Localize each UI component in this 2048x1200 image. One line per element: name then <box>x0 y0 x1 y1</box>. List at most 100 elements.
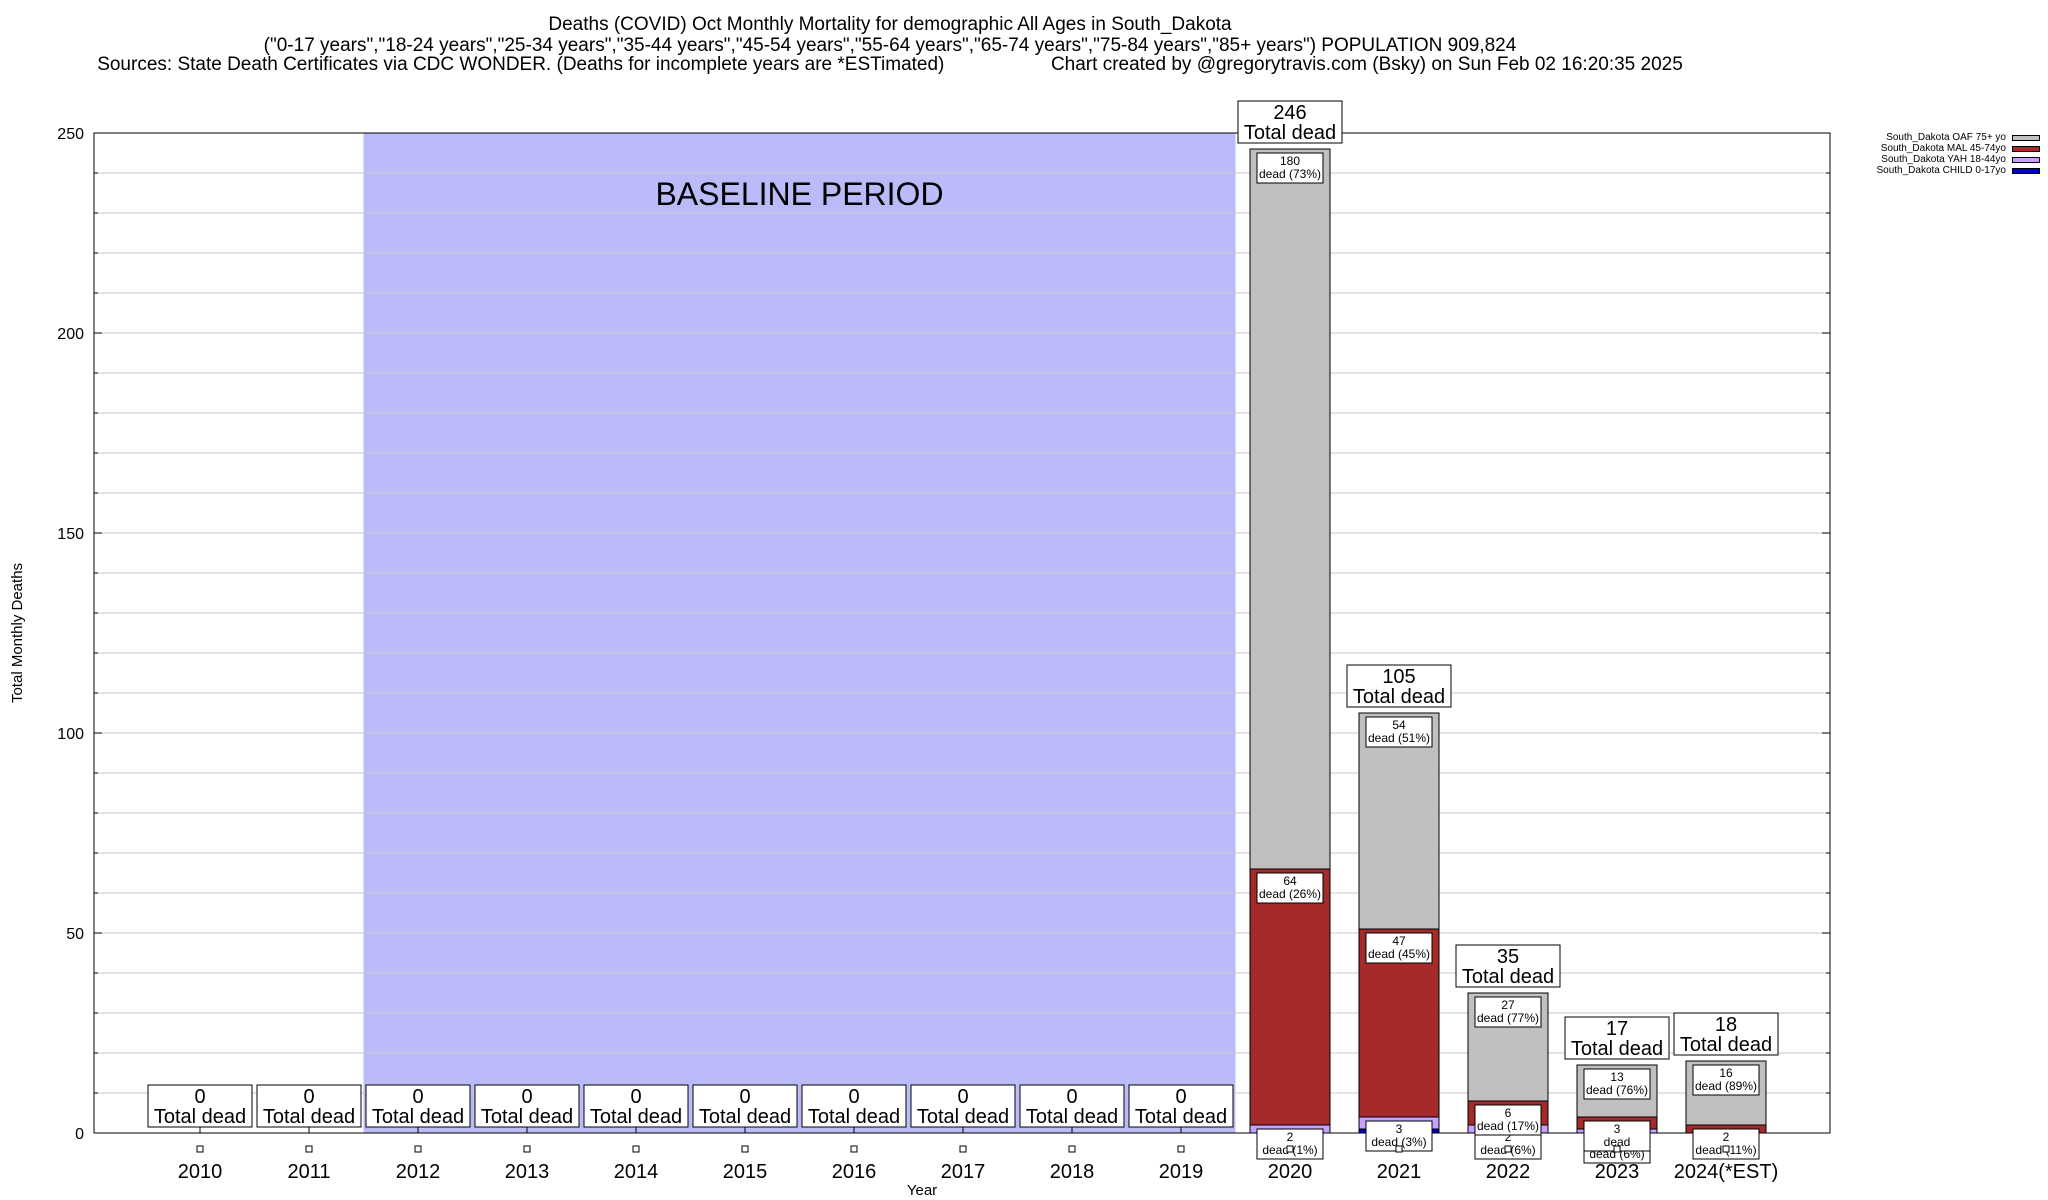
total-suffix-label: Total dead <box>263 1106 355 1128</box>
total-value-label: 246 <box>1273 102 1306 124</box>
segment-value-label: 64 <box>1283 874 1297 888</box>
segment-label-box <box>1474 996 1542 1028</box>
chart-legend: South_Dakota OAF 75+ yo South_Dakota MAL … <box>1840 132 2040 176</box>
segment-pct-label: dead (77%) <box>1477 1011 1539 1025</box>
segment-pct-label: dead (26%) <box>1259 887 1321 901</box>
total-suffix-label: Total dead <box>1135 1106 1227 1128</box>
segment-value-label: 3 <box>1614 1122 1621 1136</box>
chart-sources: Sources: State Death Certificates via CD… <box>97 54 945 75</box>
total-suffix-label: Total dead <box>1026 1106 1118 1128</box>
year-marker <box>196 1145 204 1153</box>
chart-title: Deaths (COVID) Oct Monthly Mortality for… <box>548 14 1232 35</box>
chart-sources-line: Sources: State Death Certificates via CD… <box>0 54 1780 76</box>
total-label-box <box>692 1084 798 1128</box>
total-value-label: 105 <box>1382 666 1415 688</box>
bar-segment <box>1358 712 1440 930</box>
bar-segment <box>1249 148 1331 870</box>
year-marker <box>741 1145 749 1153</box>
total-suffix-label: Total dead <box>372 1106 464 1128</box>
total-label-box <box>1564 1016 1670 1060</box>
total-label-box <box>147 1084 253 1128</box>
total-label-box <box>474 1084 580 1128</box>
segment-value-label: 180 <box>1280 154 1300 168</box>
segment-pct-label: dead <box>1604 1135 1631 1149</box>
segment-label-box <box>1256 152 1324 184</box>
x-tick-label: 2017 <box>941 1161 986 1183</box>
legend-swatch <box>2012 145 2040 152</box>
baseline-period-label: BASELINE PERIOD <box>655 176 943 212</box>
total-label-box <box>365 1084 471 1128</box>
total-label-box <box>1019 1084 1125 1128</box>
segment-label-box <box>1692 1128 1760 1160</box>
total-value-label: 0 <box>194 1086 205 1108</box>
total-label-box <box>256 1084 362 1128</box>
legend-swatch <box>2012 134 2040 141</box>
total-suffix-label: Total dead <box>1462 966 1554 988</box>
year-marker <box>1068 1145 1076 1153</box>
total-value-label: 17 <box>1606 1018 1628 1040</box>
x-tick-label: 2023 <box>1595 1161 1640 1183</box>
total-suffix-label: Total dead <box>1244 122 1336 144</box>
total-value-label: 0 <box>957 1086 968 1108</box>
segment-value-label: 54 <box>1392 718 1406 732</box>
total-value-label: 18 <box>1715 1014 1737 1036</box>
segment-pct-label: dead (76%) <box>1586 1083 1648 1097</box>
year-marker <box>414 1145 422 1153</box>
x-tick-label: 2012 <box>396 1161 441 1183</box>
total-label-box <box>801 1084 907 1128</box>
total-value-label: 0 <box>1175 1086 1186 1108</box>
y-tick-label: 150 <box>57 526 84 543</box>
legend-item: South_Dakota MAL 45-74yo <box>1840 143 2040 154</box>
x-tick-label: 2010 <box>178 1161 223 1183</box>
total-value-label: 0 <box>412 1086 423 1108</box>
total-label-box <box>910 1084 1016 1128</box>
legend-label: South_Dakota CHILD 0-17yo <box>1876 165 2006 176</box>
total-suffix-label: Total dead <box>699 1106 791 1128</box>
x-axis-label: Year <box>907 1182 937 1199</box>
segment-pct-label: dead (17%) <box>1477 1119 1539 1133</box>
year-marker <box>1395 1145 1403 1153</box>
total-label-box <box>1346 664 1452 708</box>
total-label-box <box>1128 1084 1234 1128</box>
segment-pct-label: dead (45%) <box>1368 947 1430 961</box>
segment-pct-label: dead (3%) <box>1371 1135 1426 1149</box>
y-axis-label: Total Monthly Deaths <box>9 563 26 703</box>
total-value-label: 0 <box>630 1086 641 1108</box>
segment-value-label: 16 <box>1719 1066 1733 1080</box>
legend-label: South_Dakota MAL 45-74yo <box>1880 143 2006 154</box>
total-suffix-label: Total dead <box>1571 1038 1663 1060</box>
year-marker <box>1504 1145 1512 1153</box>
total-value-label: 0 <box>303 1086 314 1108</box>
legend-swatch <box>2012 156 2040 163</box>
segment-value-label: 13 <box>1610 1070 1624 1084</box>
segment-pct-label: dead (73%) <box>1259 167 1321 181</box>
year-marker <box>1722 1145 1730 1153</box>
total-suffix-label: Total dead <box>590 1106 682 1128</box>
legend-item: South_Dakota CHILD 0-17yo <box>1840 165 2040 176</box>
segment-value-label: 47 <box>1392 934 1406 948</box>
total-suffix-label: Total dead <box>481 1106 573 1128</box>
y-tick-label: 100 <box>57 726 84 743</box>
segment-label-box <box>1256 872 1324 904</box>
legend-item: South_Dakota OAF 75+ yo <box>1840 132 2040 143</box>
segment-label-box <box>1256 1128 1324 1160</box>
year-marker <box>1286 1145 1294 1153</box>
year-marker <box>959 1145 967 1153</box>
total-value-label: 0 <box>848 1086 859 1108</box>
year-marker <box>1177 1145 1185 1153</box>
total-suffix-label: Total dead <box>808 1106 900 1128</box>
segment-value-label: 2 <box>1287 1130 1294 1144</box>
total-suffix-label: Total dead <box>1353 686 1445 708</box>
y-tick-label: 0 <box>75 1126 84 1143</box>
segment-pct-label: dead (51%) <box>1368 731 1430 745</box>
total-value-label: 0 <box>739 1086 750 1108</box>
x-tick-label: 2013 <box>505 1161 550 1183</box>
x-tick-label: 2018 <box>1050 1161 1095 1183</box>
total-value-label: 0 <box>521 1086 532 1108</box>
x-tick-label: 2022 <box>1486 1161 1531 1183</box>
year-marker <box>523 1145 531 1153</box>
segment-label-box <box>1365 932 1433 964</box>
segment-value-label: 2 <box>1723 1130 1730 1144</box>
segment-value-label: 3 <box>1396 1122 1403 1136</box>
